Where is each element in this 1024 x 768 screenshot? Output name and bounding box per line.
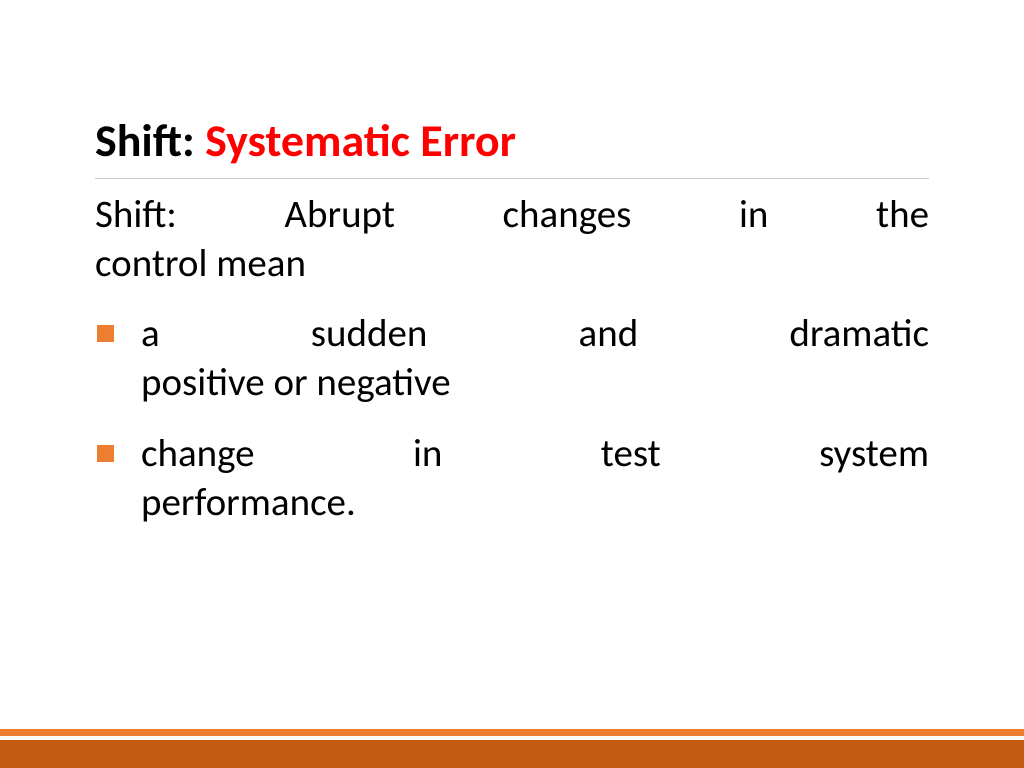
bullet-line: change in test system: [141, 430, 929, 479]
title-part1: Shift:: [95, 113, 205, 169]
list-item: a sudden and dramatic positive or negati…: [95, 310, 929, 408]
subtitle: Shift: Abrupt changes in the control mea…: [95, 191, 929, 289]
bullet-line: performance.: [141, 479, 929, 528]
slide: Shift: Systematic Error Shift: Abrupt ch…: [0, 0, 1024, 768]
list-item: change in test system performance.: [95, 430, 929, 528]
slide-title: Shift: Systematic Error: [95, 115, 929, 179]
bullet-list: a sudden and dramatic positive or negati…: [95, 310, 929, 527]
footer-bar: [0, 729, 1024, 768]
footer-main-stripe: [0, 740, 1024, 768]
bullet-line: positive or negative: [141, 359, 929, 408]
subtitle-line2: control mean: [95, 240, 929, 289]
footer-accent-stripe: [0, 729, 1024, 736]
subtitle-line1: Shift: Abrupt changes in the: [95, 191, 929, 240]
title-part2: Systematic Error: [205, 113, 516, 169]
bullet-line: a sudden and dramatic: [141, 310, 929, 359]
